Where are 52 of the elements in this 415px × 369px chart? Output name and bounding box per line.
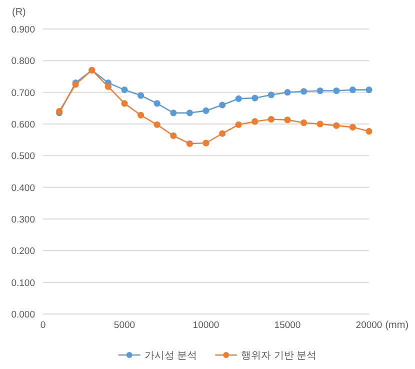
legend-label: 행위자 기반 분석: [241, 350, 317, 362]
point: [252, 94, 258, 102]
point: [121, 100, 128, 107]
point: [300, 88, 308, 95]
x-tick-label: 0: [40, 320, 46, 331]
point: [349, 124, 356, 130]
point: [235, 121, 242, 128]
point: [121, 86, 128, 94]
point: [186, 110, 193, 116]
point: [300, 119, 308, 126]
point: [104, 83, 112, 90]
y-tick-label: 0.700: [11, 88, 35, 99]
point: [316, 87, 324, 94]
point: [219, 102, 226, 108]
point: [170, 110, 177, 116]
y-tick-label: 0.200: [11, 246, 35, 258]
point: [138, 92, 144, 99]
point: [333, 122, 340, 129]
x-tick-label: 15000: [274, 320, 301, 331]
point: [138, 112, 144, 118]
y-axis-title: (R): [12, 7, 26, 18]
point: [284, 116, 291, 124]
point: [349, 86, 356, 94]
x-axis-title: (mm): [385, 320, 409, 331]
point: [333, 87, 340, 94]
point: [268, 92, 274, 98]
y-tick-label: 0.300: [11, 214, 35, 226]
y-tick-label: 0.400: [11, 182, 35, 194]
legend-label: 가시성 분석: [144, 350, 198, 362]
y-tick-label: 0.900: [11, 24, 35, 36]
point: [186, 140, 193, 147]
point: [202, 107, 210, 114]
point: [252, 118, 258, 125]
point: [154, 121, 160, 128]
y-tick-label: 0.600: [11, 120, 35, 130]
point: [235, 95, 242, 102]
x-tick-label: 5000: [114, 320, 136, 331]
point: [316, 120, 324, 128]
point: [268, 116, 274, 123]
point: [366, 128, 372, 135]
point: [202, 140, 210, 146]
point: [154, 100, 160, 107]
point: [170, 132, 177, 140]
y-tick-label: 0.100: [11, 278, 35, 289]
point: [219, 130, 226, 137]
point: [284, 89, 291, 96]
y-tick-label: 0.500: [11, 151, 35, 162]
point: [366, 86, 372, 94]
x-tick-label: 20000: [356, 320, 382, 331]
x-tick-label: 10000: [192, 320, 220, 331]
y-tick-label: 0.000: [11, 310, 35, 320]
y-tick-label: 0.800: [11, 56, 35, 68]
